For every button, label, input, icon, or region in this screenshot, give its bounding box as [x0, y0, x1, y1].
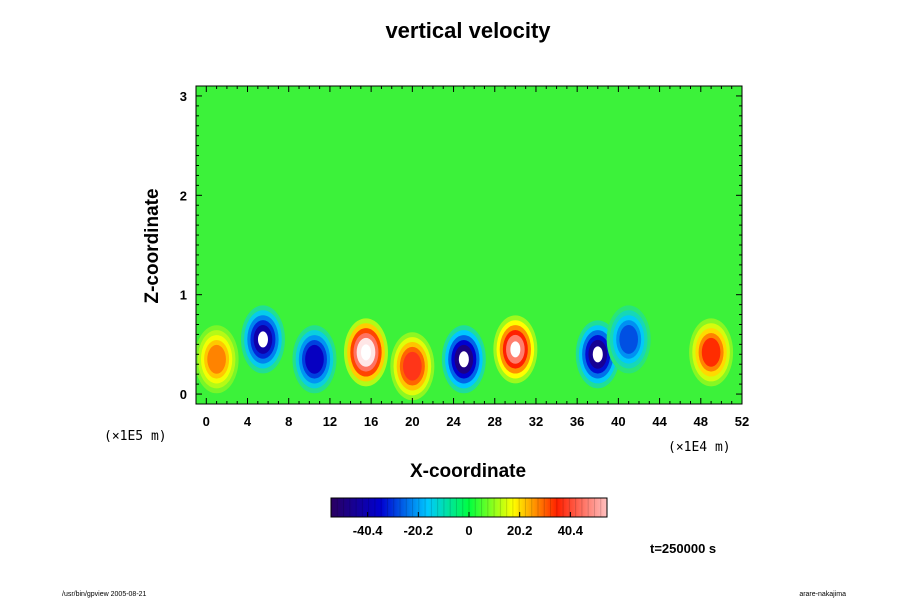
- time-label: t=250000 s: [650, 541, 716, 556]
- colorbar-tick-label: -20.2: [403, 523, 433, 538]
- z-units-label: (×1E5 m): [104, 429, 167, 444]
- x-tick-label: 24: [446, 414, 461, 429]
- colorbar-tick-label: 0: [465, 523, 472, 538]
- x-tick-label: 4: [244, 414, 252, 429]
- velocity-cell: [606, 305, 651, 374]
- y-tick-label: 1: [180, 288, 187, 303]
- footer-left: /usr/bin/gpview 2005-08-21: [62, 591, 147, 598]
- velocity-extreme: [360, 344, 371, 361]
- velocity-contour: [619, 324, 639, 354]
- velocity-contour: [701, 337, 721, 367]
- y-axis-ticks: 0 1 2 3: [180, 89, 742, 402]
- y-tick-label: 0: [180, 387, 187, 402]
- footer-right: arare-nakajima: [799, 591, 846, 598]
- x-axis-ticks: 0 4 8 12 16 20 24 28 32 36 40 44 48 52: [203, 86, 749, 429]
- x-tick-label: 36: [570, 414, 584, 429]
- x-tick-label: 32: [529, 414, 543, 429]
- velocity-cell: [390, 332, 435, 401]
- x-tick-label: 52: [735, 414, 749, 429]
- velocity-extreme: [510, 341, 521, 358]
- colorbar-tick-label: 40.4: [558, 523, 584, 538]
- velocity-field: [196, 305, 734, 401]
- velocity-contour: [305, 344, 324, 374]
- x-tick-label: 8: [285, 414, 292, 429]
- x-tick-label: 20: [405, 414, 419, 429]
- colorbar-ticks: -40.4 -20.2 0 20.2 40.4: [330, 498, 608, 538]
- velocity-cell: [240, 305, 285, 374]
- colorbar-tick-label: 20.2: [507, 523, 532, 538]
- y-tick-label: 3: [180, 89, 187, 104]
- velocity-cell: [493, 315, 538, 384]
- velocity-contour: [403, 351, 422, 381]
- velocity-extreme: [458, 351, 469, 368]
- velocity-cell: [196, 325, 239, 394]
- x-units-label: (×1E4 m): [668, 440, 731, 455]
- colorbar: -40.4 -20.2 0 20.2 40.4: [330, 497, 608, 538]
- x-tick-label: 28: [488, 414, 502, 429]
- velocity-extreme: [592, 346, 603, 363]
- velocity-cell: [689, 318, 734, 387]
- x-tick-label: 0: [203, 414, 210, 429]
- x-tick-label: 44: [652, 414, 667, 429]
- velocity-cell: [292, 325, 337, 394]
- chart-title: vertical velocity: [385, 18, 551, 43]
- y-axis-title: Z-coordinate: [142, 188, 163, 303]
- velocity-cell: [441, 325, 486, 394]
- colorbar-tick-label: -40.4: [353, 523, 383, 538]
- x-tick-label: 16: [364, 414, 378, 429]
- x-axis-title: X-coordinate: [410, 461, 526, 482]
- velocity-extreme: [257, 331, 268, 348]
- velocity-contour: [207, 344, 226, 374]
- y-tick-label: 2: [180, 188, 187, 203]
- x-tick-label: 40: [611, 414, 625, 429]
- velocity-cell: [343, 318, 388, 387]
- x-tick-label: 12: [323, 414, 337, 429]
- x-tick-label: 48: [694, 414, 708, 429]
